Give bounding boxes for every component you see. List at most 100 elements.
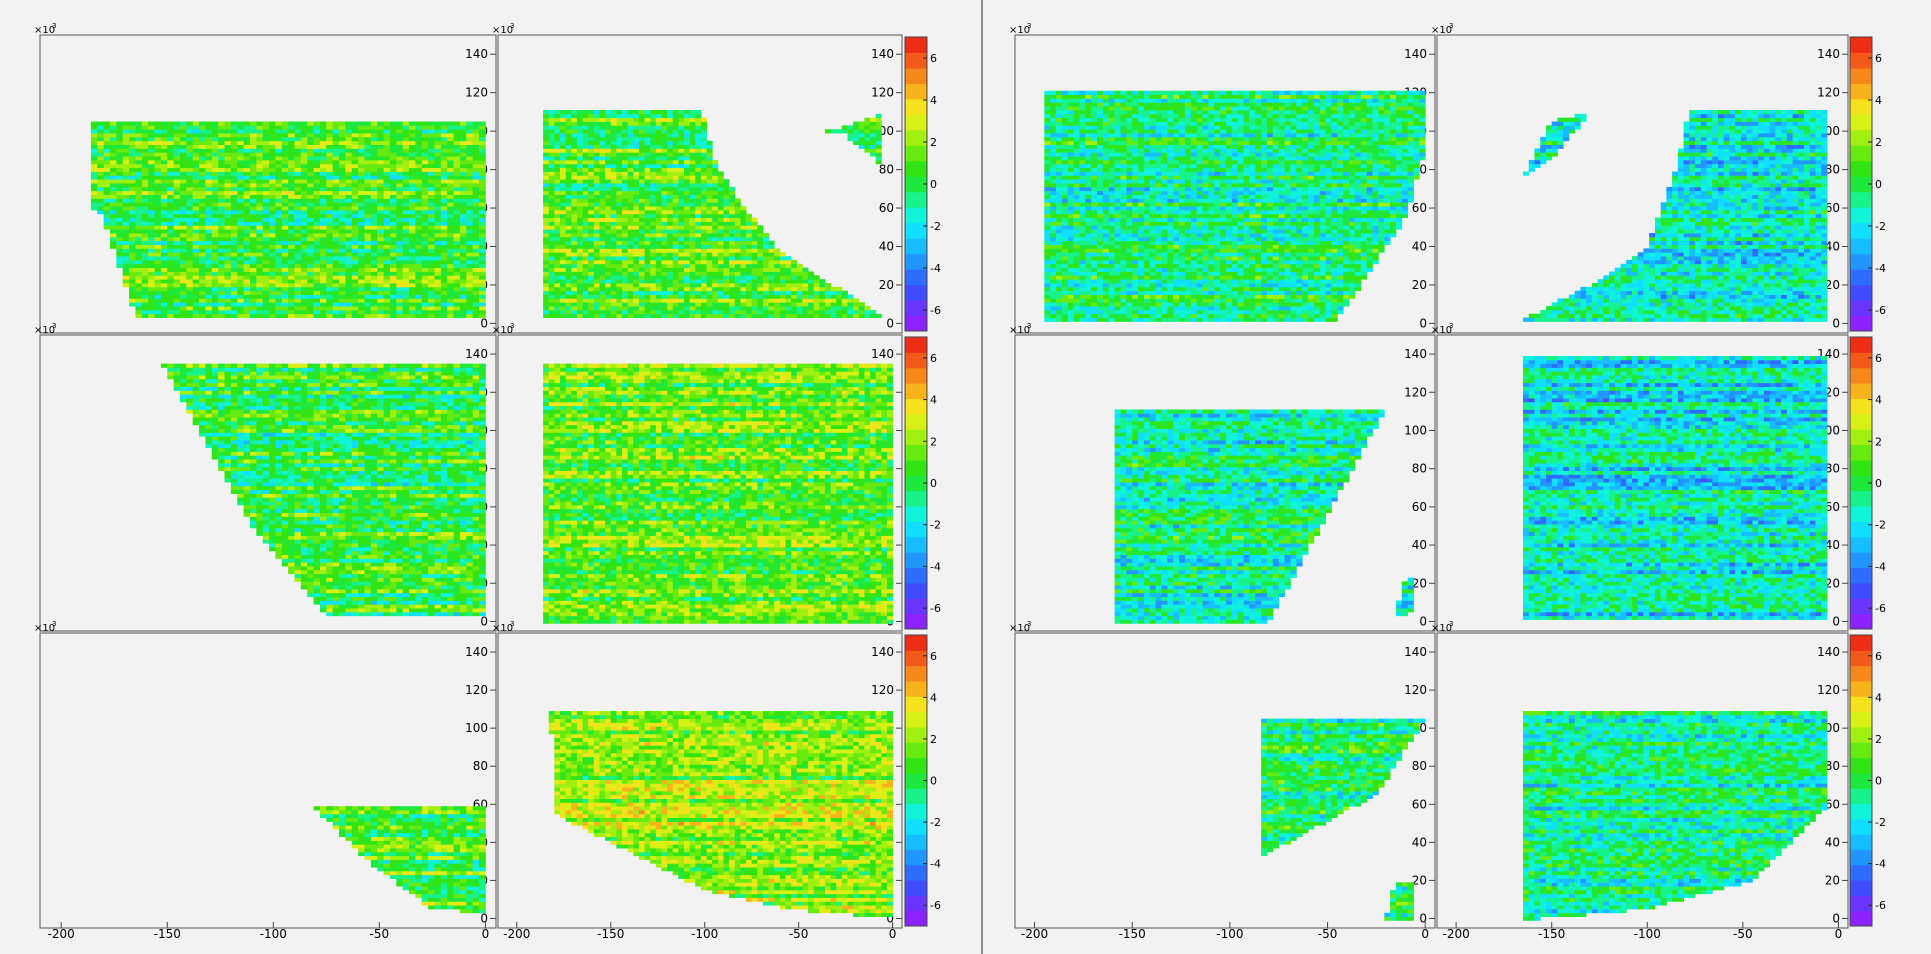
x-tick-label: -50 (370, 927, 390, 941)
heatmap-cell (282, 187, 289, 191)
heatmap-cell (735, 233, 741, 237)
heatmap-cell (396, 291, 403, 295)
heatmap-cell (684, 314, 690, 318)
heatmap-cell (186, 287, 193, 291)
heatmap-cell (673, 210, 679, 214)
heatmap-cell (161, 248, 168, 252)
heatmap-cell (441, 260, 448, 264)
heatmap-cell (396, 241, 403, 245)
x-tick-label: -150 (154, 927, 181, 941)
heatmap-cell (116, 168, 123, 172)
heatmap-cell (314, 287, 321, 291)
heatmap-cell (116, 264, 123, 268)
heatmap-cell (135, 175, 142, 179)
heatmap-cell (186, 310, 193, 314)
heatmap-cell (365, 129, 372, 133)
heatmap-cell (174, 241, 181, 245)
heatmap-cell (667, 214, 673, 218)
heatmap-cell (428, 168, 435, 172)
heatmap-cell (656, 245, 662, 249)
colorbar-swatch (905, 583, 927, 599)
heatmap-cell (225, 160, 232, 164)
heatmap-cell (333, 271, 340, 275)
heatmap-cell (645, 202, 651, 206)
heatmap-cell (155, 214, 162, 218)
heatmap-cell (428, 164, 435, 168)
heatmap-cell (333, 179, 340, 183)
heatmap-cell (460, 260, 467, 264)
heatmap-cell (384, 302, 391, 306)
heatmap-cell (701, 210, 707, 214)
heatmap-cell (656, 271, 662, 275)
heatmap-cell (740, 218, 746, 222)
colorbar-swatch (905, 460, 927, 476)
heatmap-cell (466, 237, 473, 241)
heatmap-cell (174, 264, 181, 268)
colorbar-swatch (905, 834, 927, 850)
heatmap-cell (594, 310, 600, 314)
heatmap-cell (180, 260, 187, 264)
heatmap-cell (594, 298, 600, 302)
heatmap-cell (454, 160, 461, 164)
heatmap-cell (684, 225, 690, 229)
heatmap-cell (422, 256, 429, 260)
heatmap-cell (583, 271, 589, 275)
heatmap-cell (295, 271, 302, 275)
heatmap-cell (142, 198, 149, 202)
heatmap-cell (735, 287, 741, 291)
heatmap-cell (554, 195, 560, 199)
heatmap-cell (415, 310, 422, 314)
heatmap-cell (116, 195, 123, 199)
heatmap-cell (384, 314, 391, 318)
heatmap-cell (594, 198, 600, 202)
heatmap-cell (104, 221, 111, 225)
heatmap-cell (752, 298, 758, 302)
heatmap-cell (588, 256, 594, 260)
heatmap-cell (174, 141, 181, 145)
heatmap-cell (186, 156, 193, 160)
heatmap-cell (656, 310, 662, 314)
heatmap-cell (633, 268, 639, 272)
heatmap-cell (193, 206, 200, 210)
heatmap-cell (859, 302, 865, 306)
heatmap-cell (148, 145, 155, 149)
heatmap-cell (479, 206, 486, 210)
heatmap-cell (403, 164, 410, 168)
heatmap-cell (735, 256, 741, 260)
heatmap-cell (307, 306, 314, 310)
heatmap-cell (225, 156, 232, 160)
heatmap-cell (428, 218, 435, 222)
heatmap-cell (174, 245, 181, 249)
heatmap-cell (352, 148, 359, 152)
heatmap-cell (554, 306, 560, 310)
heatmap-cell (123, 202, 130, 206)
heatmap-cell (735, 229, 741, 233)
heatmap-cell (307, 229, 314, 233)
heatmap-cell (403, 248, 410, 252)
heatmap-cell (718, 291, 724, 295)
heatmap-cell (583, 291, 589, 295)
heatmap-cell (320, 252, 327, 256)
heatmap-cell (161, 314, 168, 318)
heatmap-cell (466, 125, 473, 129)
heatmap-cell (244, 210, 251, 214)
heatmap-cell (746, 314, 752, 318)
heatmap-cell (263, 214, 270, 218)
heatmap-cell (167, 202, 174, 206)
heatmap-cell (377, 287, 384, 291)
heatmap-cell (212, 214, 219, 218)
heatmap-cell (193, 202, 200, 206)
heatmap-cell (774, 271, 780, 275)
heatmap-cell (307, 210, 314, 214)
heatmap-cell (371, 233, 378, 237)
heatmap-cell (447, 310, 454, 314)
heatmap-cell (409, 133, 416, 137)
heatmap-cell (434, 145, 441, 149)
heatmap-cell (326, 195, 333, 199)
heatmap-cell (825, 295, 831, 299)
y-tick-label: 80 (879, 163, 894, 177)
heatmap-cell (808, 283, 814, 287)
heatmap-cell (199, 225, 206, 229)
heatmap-cell (479, 310, 486, 314)
heatmap-cell (422, 168, 429, 172)
